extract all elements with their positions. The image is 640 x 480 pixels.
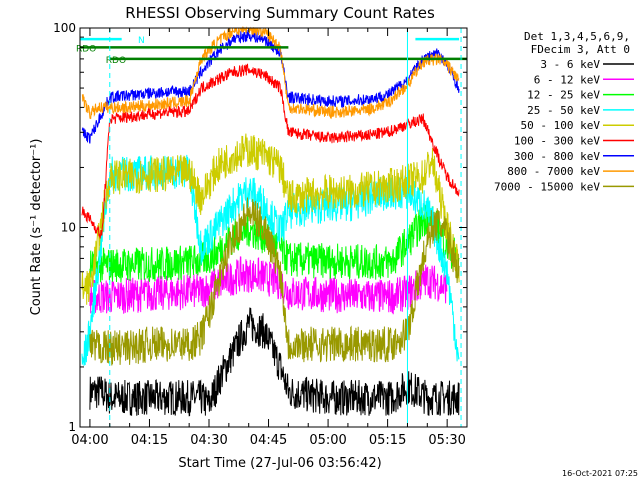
- data-layer: RDO RDO N: [76, 26, 467, 427]
- series-line-5: [81, 133, 460, 305]
- legend-entry-label: 6 - 12 keV: [534, 73, 601, 86]
- legend-entry-label: 7000 - 15000 keV: [494, 180, 600, 193]
- footer-timestamp: 16-Oct-2021 07:25: [562, 469, 638, 478]
- legend-entry-label: 12 - 25 keV: [527, 89, 600, 102]
- legend-entry-label: 300 - 800 keV: [514, 150, 600, 163]
- y-tick-label: 100: [53, 21, 76, 35]
- chart-title: RHESSI Observing Summary Count Rates: [125, 4, 435, 22]
- flag-label: RDO: [106, 56, 126, 66]
- flag-label: RDO: [76, 44, 96, 54]
- legend-header-line: FDecim 3, Att 0: [531, 43, 630, 56]
- legend: 3 - 6 keV 6 - 12 keV 12 - 25 keV 25 - 50 ke…: [494, 30, 634, 193]
- y-tick-label: 10: [61, 221, 76, 235]
- series-line-1: [89, 307, 460, 417]
- legend-entry-label: 3 - 6 keV: [540, 58, 600, 71]
- y-axis-label: Count Rate (s⁻¹ detector⁻¹): [29, 139, 44, 316]
- x-tick-label: 04:00: [71, 433, 108, 448]
- x-axis-label: Start Time (27-Jul-06 03:56:42): [178, 456, 381, 471]
- x-tick-label: 05:00: [309, 433, 346, 448]
- x-tick-label: 04:45: [250, 433, 287, 448]
- flag-label: N: [138, 36, 145, 46]
- legend-entry-label: 50 - 100 keV: [521, 119, 601, 132]
- series-line-8: [81, 26, 460, 120]
- legend-entry-label: 25 - 50 keV: [527, 104, 600, 117]
- legend-entry-label: 800 - 7000 keV: [507, 165, 600, 178]
- series-line-2: [89, 256, 448, 315]
- series-line-9: [89, 197, 460, 366]
- legend-header-line: Det 1,3,4,5,6,9,: [524, 30, 630, 43]
- x-tick-label: 04:30: [190, 433, 227, 448]
- x-tick-label: 05:15: [369, 433, 406, 448]
- series-line-6: [81, 63, 460, 239]
- axes-layer: 1 10 100 04:00 04:15 04:30 04:45 05:00 05:15 05:3…: [53, 21, 468, 448]
- x-tick-label: 04:15: [131, 433, 168, 448]
- x-tick-label: 05:30: [428, 433, 465, 448]
- y-tick-label: 1: [68, 420, 76, 434]
- legend-entry-label: 100 - 300 keV: [514, 135, 600, 148]
